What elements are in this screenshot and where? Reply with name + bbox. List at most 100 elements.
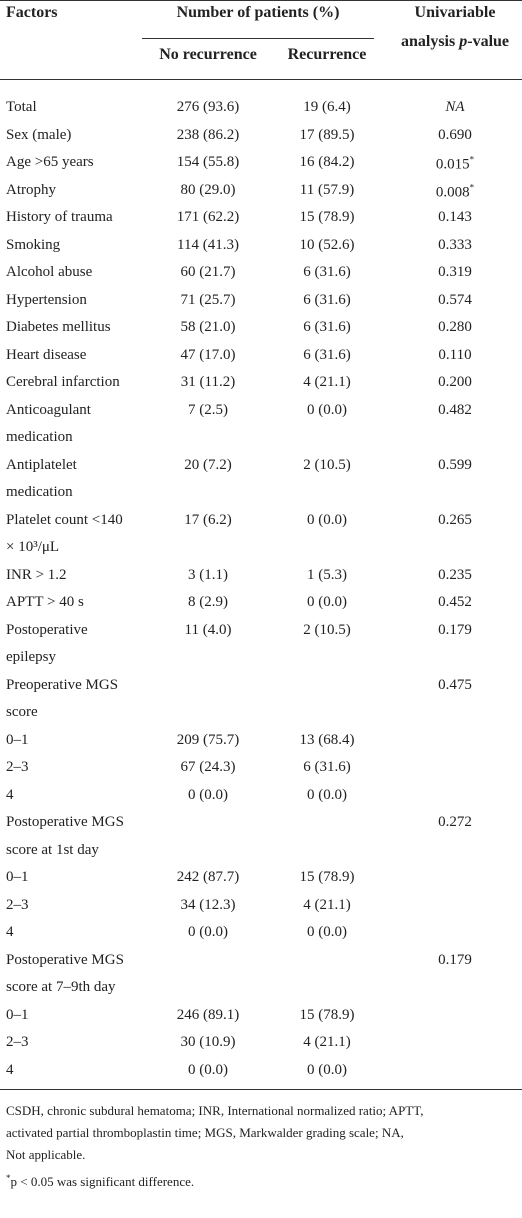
no-recurrence: 0 (0.0): [188, 1061, 228, 1078]
header-text: p: [459, 33, 468, 50]
cell-text: 0.015: [435, 156, 470, 173]
recurrence: 10 (52.6): [299, 236, 355, 253]
no-recurrence: 154 (55.8): [176, 154, 240, 170]
header-rule: [0, 79, 522, 80]
p-value: 0.179: [438, 621, 472, 638]
no-recurrence: 67 (24.3): [180, 759, 236, 775]
factor: 4: [6, 924, 14, 940]
factor: Platelet count <140: [6, 511, 123, 528]
recurrence: 15 (78.9): [299, 1006, 355, 1023]
factor: 4: [6, 1061, 14, 1078]
bottom-rule: [0, 1089, 522, 1090]
p-value: 0.265: [438, 511, 472, 528]
no-recurrence: 238 (86.2): [176, 126, 240, 143]
group-rule: [142, 38, 374, 39]
no-recurrence: 276 (93.6): [176, 99, 240, 115]
footnote-text: p < 0.05 was significant difference.: [10, 1174, 195, 1190]
p-value: 0.015*: [436, 151, 474, 174]
header-text: analysis: [400, 33, 460, 50]
header-p-line1: Univariable: [414, 4, 496, 21]
factor: Atrophy: [6, 181, 56, 198]
no-recurrence: 8 (2.9): [188, 594, 228, 610]
no-recurrence: 171 (62.2): [176, 209, 240, 225]
no-recurrence: 3 (1.1): [188, 566, 228, 583]
p-value: NA: [445, 98, 464, 116]
header-no-recurrence: No recurrence: [159, 46, 257, 63]
footnote: Not applicable.: [6, 1147, 86, 1162]
factor: score at 7–9th day: [6, 979, 116, 995]
recurrence: 11 (57.9): [299, 181, 355, 198]
p-value: 0.008*: [436, 178, 474, 201]
footnote: activated partial thromboplastin time; M…: [6, 1125, 404, 1140]
recurrence: 6 (31.6): [303, 759, 351, 775]
no-recurrence: 60 (21.7): [180, 264, 236, 280]
factor: Anticoagulant: [6, 401, 91, 418]
factor: medication: [6, 484, 73, 500]
factor: Sex (male): [6, 126, 72, 143]
no-recurrence: 47 (17.0): [180, 346, 236, 363]
no-recurrence: 11 (4.0): [184, 621, 232, 638]
factor: 0–1: [6, 1006, 29, 1023]
recurrence: 0 (0.0): [307, 511, 347, 528]
recurrence: 16 (84.2): [299, 154, 355, 170]
footnote: *p < 0.05 was significant difference.: [6, 1169, 194, 1191]
header-p-line2: analysis p-value: [401, 33, 509, 51]
factor: Smoking: [6, 236, 61, 253]
recurrence: 13 (68.4): [299, 731, 355, 748]
factor: Alcohol abuse: [6, 264, 93, 280]
recurrence: 6 (31.6): [303, 264, 351, 280]
recurrence: 0 (0.0): [307, 786, 347, 803]
cell-text: NA: [445, 99, 465, 115]
no-recurrence: 0 (0.0): [188, 786, 228, 803]
factor: History of trauma: [6, 209, 113, 225]
p-value: 0.574: [438, 291, 472, 308]
recurrence: 0 (0.0): [307, 401, 347, 418]
recurrence: 15 (78.9): [299, 209, 355, 225]
recurrence: 0 (0.0): [307, 1061, 347, 1078]
no-recurrence: 246 (89.1): [176, 1006, 240, 1023]
p-value: 0.235: [438, 566, 472, 583]
no-recurrence: 71 (25.7): [180, 291, 236, 308]
recurrence: 17 (89.5): [299, 126, 355, 143]
header-recurrence: Recurrence: [287, 46, 367, 63]
factor: score: [6, 704, 38, 720]
recurrence: 6 (31.6): [303, 346, 351, 363]
recurrence: 2 (10.5): [303, 456, 351, 473]
no-recurrence: 17 (6.2): [184, 511, 232, 528]
p-value: 0.319: [438, 264, 472, 280]
recurrence: 0 (0.0): [307, 924, 347, 940]
recurrence: 4 (21.1): [303, 896, 351, 913]
factor: Postoperative: [6, 621, 88, 638]
p-value: 0.452: [438, 594, 472, 610]
recurrence: 2 (10.5): [303, 621, 351, 638]
factor: 2–3: [6, 1034, 29, 1050]
recurrence: 6 (31.6): [303, 291, 351, 308]
factor: Postoperative MGS: [6, 814, 124, 830]
p-value: 0.599: [438, 456, 472, 473]
recurrence: 6 (31.6): [303, 319, 351, 335]
header-group: Number of patients (%): [176, 4, 340, 21]
p-value: 0.280: [438, 319, 472, 335]
p-value: 0.110: [438, 346, 472, 363]
factor: epilepsy: [6, 649, 56, 665]
no-recurrence: 114 (41.3): [177, 236, 239, 253]
factor: INR > 1.2: [6, 566, 67, 583]
factor: 0–1: [6, 731, 29, 748]
p-value: 0.333: [438, 236, 472, 253]
no-recurrence: 80 (29.0): [180, 181, 236, 198]
no-recurrence: 31 (11.2): [180, 374, 236, 390]
factor: Cerebral infarction: [6, 374, 120, 390]
recurrence: 4 (21.1): [303, 374, 351, 390]
p-value: 0.179: [438, 951, 472, 968]
factor: × 10³/μL: [6, 539, 60, 555]
factor: APTT > 40 s: [6, 594, 84, 610]
recurrence: 15 (78.9): [299, 869, 355, 885]
no-recurrence: 242 (87.7): [176, 869, 240, 885]
p-value: 0.200: [438, 374, 472, 390]
no-recurrence: 58 (21.0): [180, 319, 236, 335]
factor: Age >65 years: [6, 154, 94, 170]
no-recurrence: 30 (10.9): [180, 1034, 236, 1050]
cell-mark: *: [469, 182, 475, 192]
factor: Hypertension: [6, 291, 87, 308]
factor: Antiplatelet: [6, 456, 77, 473]
